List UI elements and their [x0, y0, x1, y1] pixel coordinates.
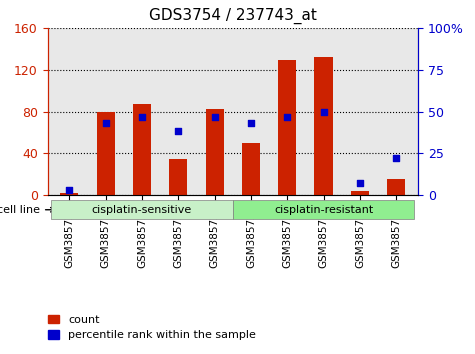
Point — [284, 114, 291, 119]
Point — [102, 120, 109, 126]
Bar — [206, 109, 224, 195]
Bar — [242, 143, 260, 195]
Bar — [169, 159, 187, 195]
Bar — [133, 104, 151, 195]
Point — [356, 180, 364, 186]
Bar — [60, 193, 78, 195]
Point — [138, 114, 146, 119]
Text: cisplatin-sensitive: cisplatin-sensitive — [92, 205, 192, 215]
Bar — [351, 190, 369, 195]
Point — [174, 129, 182, 134]
Bar — [387, 179, 405, 195]
Bar — [278, 59, 296, 195]
Point — [247, 120, 255, 126]
Text: cisplatin-resistant: cisplatin-resistant — [274, 205, 373, 215]
Bar — [314, 57, 332, 195]
Point — [66, 187, 73, 193]
Bar — [96, 112, 114, 195]
Point — [320, 109, 327, 114]
Point — [211, 114, 218, 119]
Legend: count, percentile rank within the sample: count, percentile rank within the sample — [44, 310, 260, 345]
Point — [392, 155, 400, 161]
Text: cell line: cell line — [0, 205, 40, 215]
Title: GDS3754 / 237743_at: GDS3754 / 237743_at — [149, 8, 317, 24]
